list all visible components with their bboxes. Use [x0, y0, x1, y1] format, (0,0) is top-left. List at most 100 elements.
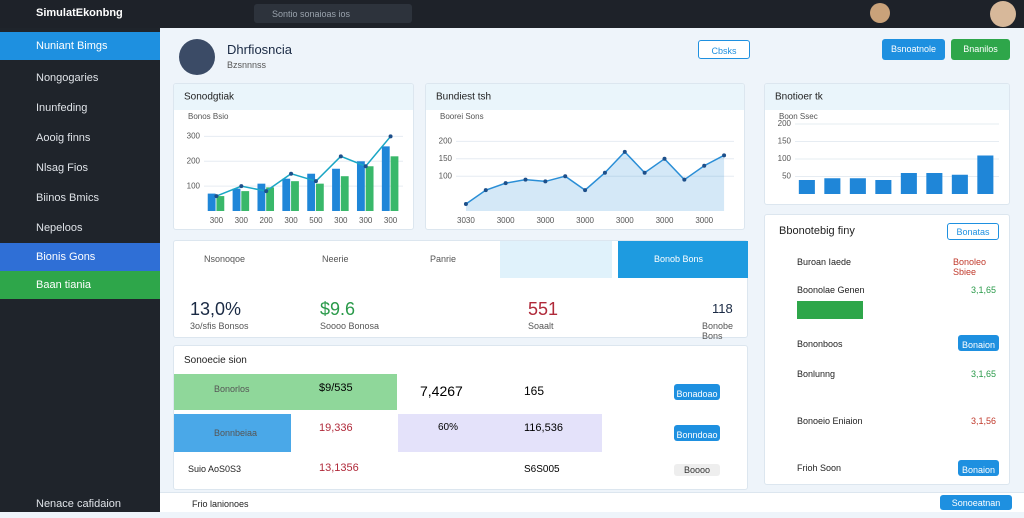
chart-title: Bundiest tsh — [436, 92, 491, 103]
nav-item[interactable]: Inunfeding — [36, 102, 88, 114]
bar — [390, 156, 399, 211]
chart-legend: Bonos Bsio — [188, 112, 229, 121]
panel-card: Bbonotebig finy Bonatas Buroan Iaede Bon… — [764, 214, 1010, 485]
button[interactable]: Cbsks — [698, 40, 750, 59]
point — [239, 184, 244, 189]
bar — [315, 183, 324, 211]
panel-title: Bbonotebig finy — [779, 225, 855, 237]
row-value: $9/535 — [319, 382, 353, 394]
button[interactable]: Boooo — [674, 464, 720, 476]
nav-item[interactable]: Nepeloos — [36, 222, 83, 234]
panel-label: Bononboos — [797, 339, 843, 349]
app-name: SimulatEkonbng — [36, 7, 123, 19]
point — [563, 174, 568, 179]
row-value: 165 — [524, 384, 545, 398]
x-tick-label: 300 — [334, 216, 348, 225]
search[interactable]: Sontio sonaioas ios — [254, 4, 412, 23]
x-tick-label: 3000 — [656, 216, 674, 225]
stat-caption: Soooo Bonosa — [320, 321, 380, 331]
profile-name: Dhrfiosncia — [227, 42, 293, 57]
point — [682, 177, 687, 182]
button[interactable]: Bonndoao — [674, 425, 720, 441]
button[interactable]: Bonaion — [958, 460, 999, 476]
point — [363, 164, 368, 169]
panel-label: Bonoeio Eniaion — [797, 416, 863, 426]
bar — [951, 174, 968, 194]
nav-item[interactable]: Baan tiania — [0, 271, 160, 299]
bar — [207, 193, 216, 211]
stat-caption: Bonobe Bons — [702, 321, 734, 341]
bottom-label: Frio lanionoes — [192, 499, 249, 509]
nav-item[interactable]: Nuniant Bimgs — [0, 32, 160, 60]
chart-legend: Boorei Sons — [440, 112, 484, 121]
nav-item[interactable]: Aooig finns — [36, 132, 91, 144]
y-tick-label: 200 — [187, 156, 201, 165]
bar — [900, 173, 917, 194]
point — [289, 171, 294, 176]
row-value: 116,536 — [524, 422, 563, 434]
section-title: Sonoecie sion — [184, 355, 247, 366]
point — [338, 154, 343, 159]
point — [642, 170, 647, 175]
bottom-bar: Frio lanionoes Sonoeatnan — [160, 492, 1024, 512]
point — [602, 170, 607, 175]
header-bg — [174, 84, 413, 110]
chart-legend: Boon Ssec — [779, 112, 818, 121]
button[interactable]: Bsnoatnole — [882, 39, 945, 60]
x-tick-label: 300 — [210, 216, 224, 225]
x-tick-label: 500 — [309, 216, 323, 225]
stat-value: $9.6 — [320, 299, 356, 319]
point — [702, 163, 707, 168]
panel-label: Buroan Iaede — [797, 257, 852, 267]
nav-item[interactable]: Nlsag Fios — [36, 162, 88, 174]
bar — [977, 155, 994, 194]
bar — [926, 173, 943, 194]
point — [722, 153, 727, 158]
nav-item[interactable]: Nongogaries — [36, 72, 99, 84]
nav-item[interactable]: Bionis Gons — [0, 243, 160, 271]
bar — [307, 173, 316, 211]
x-tick-label: 300 — [359, 216, 373, 225]
row-value: 60% — [438, 422, 459, 433]
bar — [241, 191, 250, 211]
x-tick-label: 200 — [260, 216, 274, 225]
x-tick-label: 3030 — [457, 216, 475, 225]
area — [465, 151, 725, 211]
stat-header-bg — [618, 241, 748, 278]
stat-label: Bonob Bons — [654, 254, 704, 264]
point — [662, 156, 667, 161]
header-bg — [426, 84, 744, 110]
bar — [232, 188, 241, 211]
bar — [340, 176, 349, 211]
point — [622, 149, 627, 154]
button[interactable]: Bonaion — [958, 335, 999, 351]
x-tick-label: 3000 — [695, 216, 713, 225]
button[interactable]: Bonadoao — [674, 384, 720, 400]
button[interactable]: Bonatas — [947, 223, 999, 240]
panel-label: Bonlunng — [797, 369, 836, 379]
stat-caption: 3o/sfis Bonsos — [190, 321, 249, 331]
stat-header-bg — [500, 241, 612, 278]
panel-label: Frioh Soon — [797, 463, 842, 473]
bar — [849, 178, 866, 194]
x-tick-label: 300 — [284, 216, 298, 225]
chart-card: Bnotioer tk Boon Ssec 50 100 150 200 — [764, 83, 1010, 205]
point — [463, 202, 468, 207]
panel-value: 3,1,65 — [971, 285, 997, 295]
bar — [356, 161, 365, 211]
x-tick-label: 3000 — [497, 216, 515, 225]
row-bg — [398, 414, 602, 452]
avatar[interactable] — [990, 1, 1016, 27]
nav-item[interactable]: Biinos Bmics — [36, 192, 99, 204]
sidebar-footer[interactable]: Nenace cafidaion — [36, 498, 122, 510]
x-tick-label: 3000 — [536, 216, 554, 225]
point — [313, 179, 318, 184]
panel-label: Boonolae Genen — [797, 285, 865, 295]
bar — [257, 183, 266, 211]
stat-value: 118 — [712, 301, 733, 316]
button[interactable]: Sonoeatnan — [940, 495, 1012, 510]
avatar[interactable] — [870, 3, 890, 23]
button[interactable]: Bnanilos — [951, 39, 1010, 60]
stat-label: Panrie — [430, 254, 457, 264]
profile-photo — [179, 39, 215, 75]
